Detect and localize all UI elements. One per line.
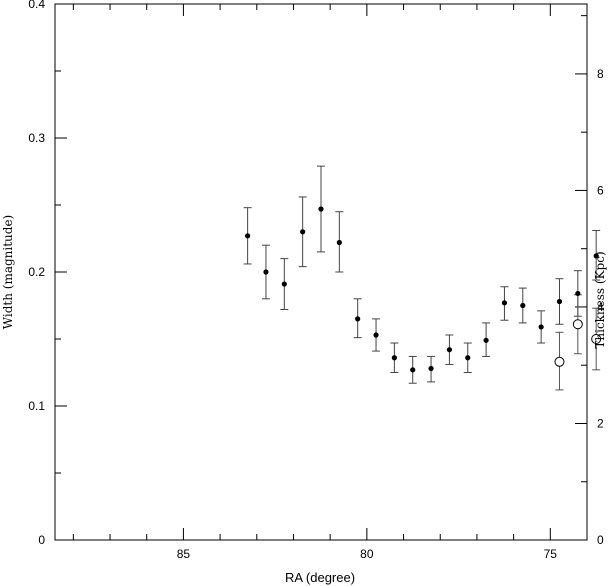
filled-circle-point xyxy=(538,324,544,330)
open-circle-point xyxy=(554,356,565,367)
filled-circle-point xyxy=(593,253,599,259)
y-tick-label: 0.3 xyxy=(28,131,45,145)
filled-circle-point xyxy=(391,355,397,361)
filled-circle-point xyxy=(428,365,434,372)
filled-circle-point xyxy=(575,290,581,297)
x-tick-label: 80 xyxy=(360,547,374,561)
y-tick-label: 0.4 xyxy=(28,0,45,11)
y2-tick-label: 0 xyxy=(597,533,604,547)
filled-circle-point xyxy=(336,239,342,246)
errorbars xyxy=(243,165,601,391)
filled-circle-point xyxy=(245,233,251,239)
y2-axis-title: Thickness (Kpc) xyxy=(593,251,607,348)
ticks xyxy=(55,3,588,541)
x-tick-label: 85 xyxy=(177,547,191,561)
filled-circle-point xyxy=(355,316,361,322)
y-tick-label: 0 xyxy=(38,533,45,547)
y2-tick-label: 2 xyxy=(597,416,604,430)
filled-circle-point xyxy=(501,300,508,306)
y-axis-title: Width (magnitude) xyxy=(1,215,15,330)
y-tick-label: 0.2 xyxy=(28,265,45,279)
filled-circle-point xyxy=(465,355,471,361)
open-circle-point xyxy=(572,319,583,330)
filled-circle-point xyxy=(300,229,306,235)
y-tick-label: 0.1 xyxy=(28,399,45,413)
filled-circle-point xyxy=(373,332,379,338)
filled-circle-point xyxy=(281,281,287,287)
y2-tick-label: 6 xyxy=(597,183,604,197)
y2-tick-label: 4 xyxy=(597,300,604,314)
plot-frame xyxy=(54,3,588,541)
filled-circle-point xyxy=(520,302,526,309)
filled-circle-point xyxy=(446,347,453,353)
filled-circle-point xyxy=(263,269,269,275)
x-axis-title: RA (degree) xyxy=(285,570,355,585)
filled-circle-point xyxy=(410,367,416,373)
filled-circle-point xyxy=(318,206,324,212)
y2-tick-label: 8 xyxy=(597,67,604,81)
x-tick-label: 75 xyxy=(544,547,558,561)
tick-labels: 85 80 75 0 0.1 0.2 0.3 0.4 0 2 4 6 8 xyxy=(28,0,604,561)
filled-circle-point xyxy=(556,298,563,305)
filled-circle-point xyxy=(483,337,489,343)
open-circle-point xyxy=(591,334,602,344)
markers xyxy=(245,206,602,373)
